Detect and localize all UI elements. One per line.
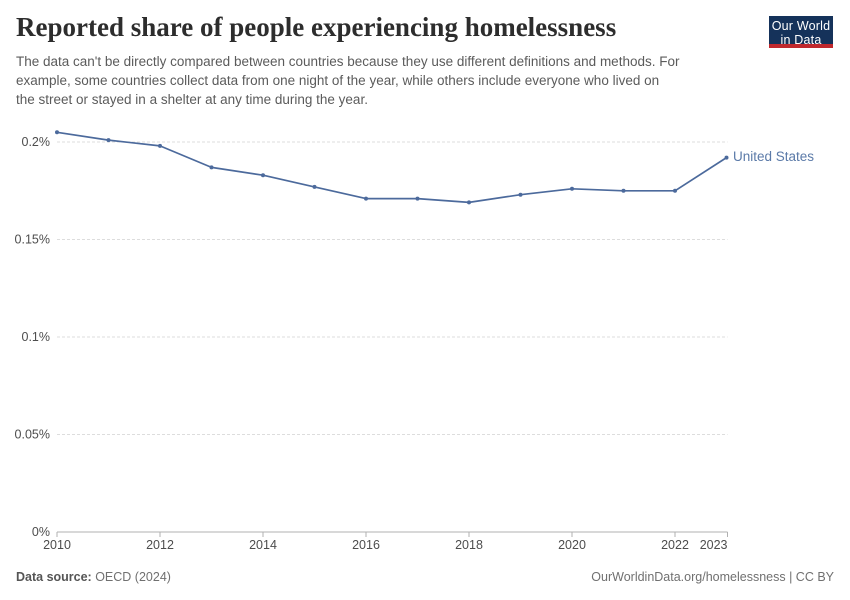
svg-text:2016: 2016	[352, 538, 380, 552]
svg-text:0.2%: 0.2%	[22, 135, 51, 149]
svg-text:2014: 2014	[249, 538, 277, 552]
svg-text:2020: 2020	[558, 538, 586, 552]
svg-text:0%: 0%	[32, 525, 50, 539]
svg-text:2010: 2010	[43, 538, 71, 552]
svg-text:United States: United States	[733, 149, 814, 164]
svg-text:2022: 2022	[661, 538, 689, 552]
svg-text:2023: 2023	[700, 538, 728, 552]
svg-text:2018: 2018	[455, 538, 483, 552]
svg-text:2012: 2012	[146, 538, 174, 552]
svg-text:0.05%: 0.05%	[15, 428, 50, 442]
svg-text:0.15%: 0.15%	[15, 233, 50, 247]
svg-text:0.1%: 0.1%	[22, 330, 51, 344]
